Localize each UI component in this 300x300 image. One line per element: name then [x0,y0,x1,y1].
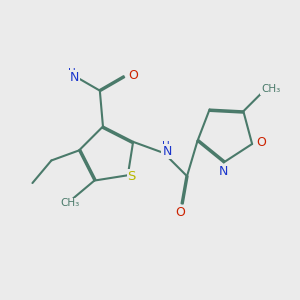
Text: N: N [218,165,228,178]
Text: H: H [68,68,76,78]
Text: O: O [256,136,266,149]
Text: CH₃: CH₃ [261,84,280,94]
Text: H: H [162,141,170,151]
Text: O: O [128,69,138,82]
Text: N: N [162,145,172,158]
Text: S: S [128,170,136,183]
Text: N: N [69,71,79,84]
Text: O: O [176,206,185,219]
Text: CH₃: CH₃ [61,198,80,208]
